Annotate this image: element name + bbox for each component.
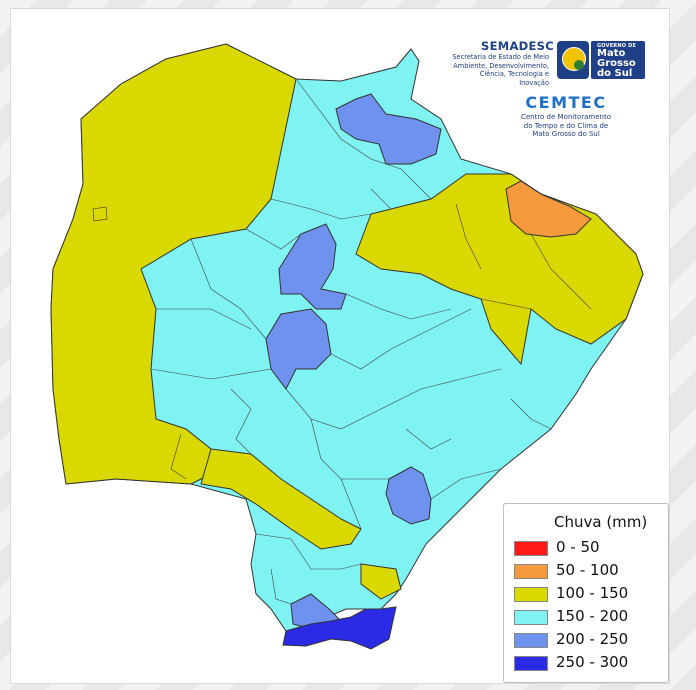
legend-label: 50 - 100 <box>556 561 619 579</box>
cemtec-title: CEMTEC <box>525 93 607 112</box>
region-south-blue <box>385 466 432 525</box>
legend-label: 250 - 300 <box>556 653 629 671</box>
region-south-yellow <box>200 448 362 550</box>
legend-swatch <box>514 656 548 671</box>
legend-item: 150 - 200 <box>514 607 664 625</box>
legend-item: 0 - 50 <box>514 538 664 556</box>
region-central-blue-2 <box>265 308 332 390</box>
legend-label: 100 - 150 <box>556 584 629 602</box>
legend-swatch <box>514 541 548 556</box>
enclave-shape <box>92 206 108 222</box>
region-darkblue <box>282 606 397 650</box>
rainfall-map <box>50 43 644 650</box>
legend-swatch <box>514 633 548 648</box>
government-logo-name: Mato Grosso do Sul <box>597 48 636 79</box>
cemtec-subtitle: Centro de Monitoramento do Tempo e do Cl… <box>520 113 612 138</box>
legend-swatch <box>514 564 548 579</box>
legend-swatch <box>514 587 548 602</box>
government-logo: GOVERNO DE Mato Grosso do Sul <box>591 41 645 79</box>
legend-item: 250 - 300 <box>514 653 664 671</box>
government-logo-small: GOVERNO DE <box>597 43 637 49</box>
legend-item: 100 - 150 <box>514 584 664 602</box>
region-north-blue <box>335 93 442 165</box>
legend-label: 0 - 50 <box>556 538 600 556</box>
legend-swatch <box>514 610 548 625</box>
municipal-boundaries <box>150 78 592 605</box>
region-orange <box>505 180 592 238</box>
semadesc-subtitle: Secretaria de Estado de Meio Ambiente, D… <box>452 53 549 87</box>
legend-label: 150 - 200 <box>556 607 629 625</box>
legend-label: 200 - 250 <box>556 630 629 648</box>
legend-item: 200 - 250 <box>514 630 664 648</box>
legend-title: Chuva (mm) <box>554 513 648 531</box>
legend: Chuva (mm) 0 - 50 50 - 100 100 - 150 150… <box>503 503 669 683</box>
state-seal-icon <box>557 41 589 79</box>
map-card: SEMADESC Secretaria de Estado de Meio Am… <box>10 8 670 684</box>
semadesc-title: SEMADESC <box>481 39 555 53</box>
region-central-blue-1 <box>278 223 347 310</box>
region-southeast-yellow <box>360 563 402 600</box>
legend-item: 50 - 100 <box>514 561 664 579</box>
logo-block: SEMADESC Secretaria de Estado de Meio Am… <box>451 35 671 175</box>
